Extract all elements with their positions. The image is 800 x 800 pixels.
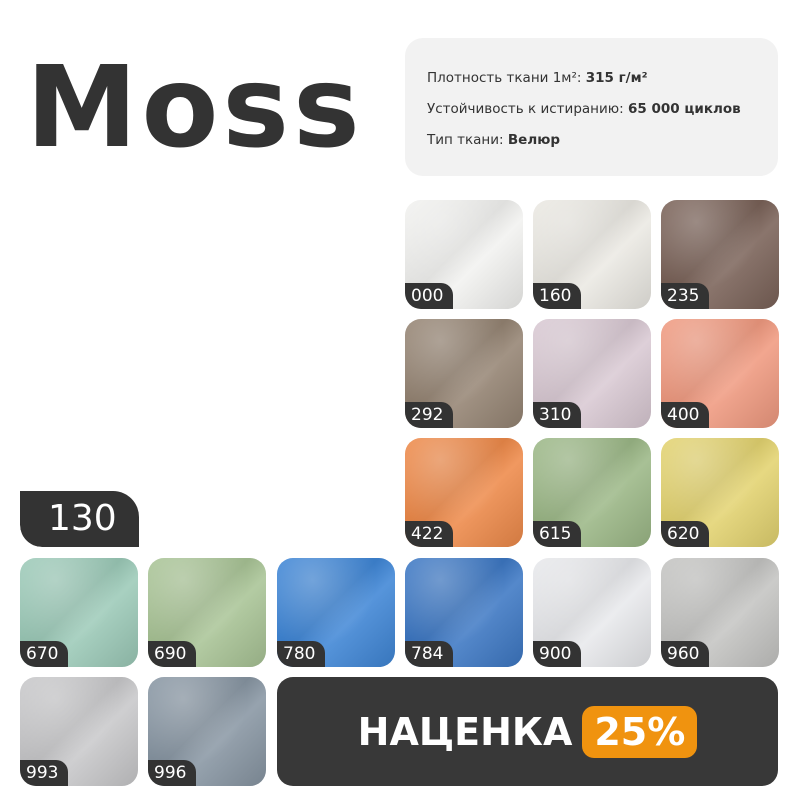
specs-panel: Плотность ткани 1м²: 315 г/м² Устойчивос… <box>405 38 778 176</box>
spec-type: Тип ткани: Велюр <box>427 132 560 148</box>
swatch-900[interactable]: 900 <box>533 558 651 667</box>
swatch-code-label: 620 <box>661 521 710 547</box>
fabric-image <box>405 438 523 547</box>
swatch-code-label: 292 <box>405 402 454 428</box>
swatch-code-label: 615 <box>533 521 582 547</box>
swatch-code-label: 235 <box>661 283 710 309</box>
swatch-code-label: 310 <box>533 402 582 428</box>
markup-percent-badge: 25% <box>582 705 698 758</box>
spec-density: Плотность ткани 1м²: 315 г/м² <box>427 70 648 86</box>
swatch-310[interactable]: 310 <box>533 319 651 428</box>
swatch-960[interactable]: 960 <box>661 558 779 667</box>
swatch-code-label: 784 <box>405 641 454 667</box>
swatch-code-label: 690 <box>148 641 197 667</box>
swatch-160[interactable]: 160 <box>533 200 651 309</box>
swatch-235[interactable]: 235 <box>661 200 779 309</box>
swatch-code-label: 780 <box>277 641 326 667</box>
swatch-784[interactable]: 784 <box>405 558 523 667</box>
swatch-690[interactable]: 690 <box>148 558 266 667</box>
swatch-code-label: 400 <box>661 402 710 428</box>
swatch-292[interactable]: 292 <box>405 319 523 428</box>
swatch-code-label: 160 <box>533 283 582 309</box>
swatch-code-label: 960 <box>661 641 710 667</box>
main-swatch[interactable]: 130 <box>20 200 395 547</box>
swatch-code-label: 900 <box>533 641 582 667</box>
swatch-670[interactable]: 670 <box>20 558 138 667</box>
swatch-996[interactable]: 996 <box>148 677 266 786</box>
swatch-620[interactable]: 620 <box>661 438 779 547</box>
fabric-image <box>20 558 138 667</box>
swatch-615[interactable]: 615 <box>533 438 651 547</box>
swatch-780[interactable]: 780 <box>277 558 395 667</box>
swatch-code-label: 996 <box>148 760 197 786</box>
swatch-code-label: 130 <box>20 491 139 547</box>
swatch-993[interactable]: 993 <box>20 677 138 786</box>
swatch-000[interactable]: 000 <box>405 200 523 309</box>
swatch-422[interactable]: 422 <box>405 438 523 547</box>
swatch-code-label: 993 <box>20 760 69 786</box>
product-title: Moss <box>26 43 364 173</box>
markup-banner: НАЦЕНКА 25% <box>277 677 778 786</box>
markup-label: НАЦЕНКА <box>357 709 573 754</box>
swatch-code-label: 670 <box>20 641 69 667</box>
spec-abrasion: Устойчивость к истиранию: 65 000 циклов <box>427 101 741 117</box>
swatch-code-label: 000 <box>405 283 454 309</box>
swatch-400[interactable]: 400 <box>661 319 779 428</box>
swatch-code-label: 422 <box>405 521 454 547</box>
